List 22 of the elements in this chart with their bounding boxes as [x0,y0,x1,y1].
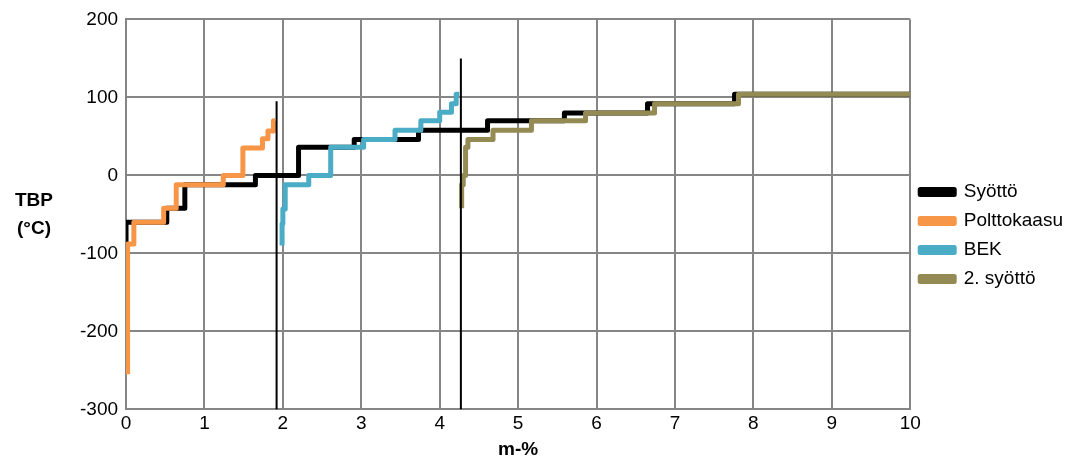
y-tick-label: 100 [86,85,119,107]
x-tick-label: 5 [512,412,524,434]
y-tick-label: 200 [86,7,119,29]
y-tick-label: 0 [107,163,119,185]
x-tick-label: 2 [277,412,289,434]
x-tick-label: 1 [199,412,210,434]
y-tick-label: -200 [80,319,119,341]
legend-label: 2. syöttö [963,267,1036,289]
x-tick-label: 9 [826,412,838,434]
legend-label: BEK [963,238,1003,260]
legend-label: Syöttö [963,180,1018,202]
x-axis-title: m-% [498,437,539,459]
legend-label: Polttokaasu [963,209,1064,231]
y-axis-title: TBP (°C) [15,188,54,238]
x-tick-label: 7 [669,412,681,434]
x-tick-label: 6 [591,412,602,434]
x-tick-label: 8 [748,412,759,434]
y-tick-label: -300 [80,397,119,419]
x-tick-label: 4 [434,412,446,434]
y-tick-label: -100 [80,241,119,263]
x-tick-label: 10 [899,412,921,434]
x-tick-label: 3 [355,412,367,434]
